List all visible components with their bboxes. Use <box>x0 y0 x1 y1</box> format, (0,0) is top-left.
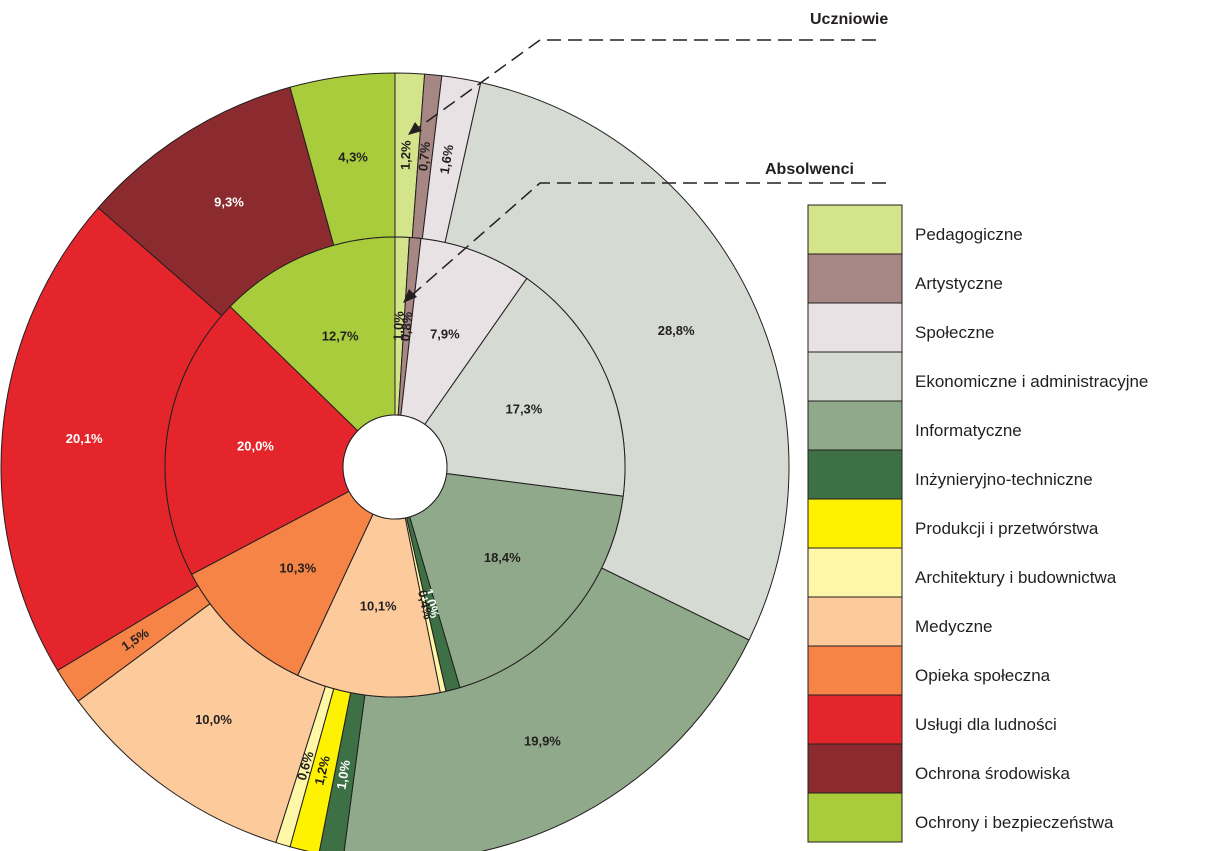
data-label: 1,0% <box>334 758 354 790</box>
data-label: 0,8% <box>398 311 416 342</box>
data-label: 20,1% <box>66 431 103 446</box>
legend-label: Informatyczne <box>915 421 1022 440</box>
data-label: 28,8% <box>658 323 695 338</box>
donut <box>0 72 790 851</box>
legend-swatch <box>807 694 903 745</box>
annotation-arrow <box>403 289 417 303</box>
legend-swatch <box>807 400 903 451</box>
data-label: 0,4% <box>415 589 436 622</box>
data-label: 9,3% <box>214 194 244 209</box>
annotation-line <box>411 182 886 296</box>
legend-label: Ochrona środowiska <box>915 764 1071 783</box>
data-label: 7,9% <box>430 327 460 342</box>
data-label: 18,4% <box>484 550 521 565</box>
legend-label: Pedagogiczne <box>915 225 1023 244</box>
data-label: 0,7% <box>415 140 433 171</box>
data-label: 19,9% <box>524 733 561 748</box>
data-label: 1,2% <box>312 754 334 787</box>
legend-swatch <box>807 596 903 647</box>
legend-label: Architektury i budownictwa <box>915 568 1117 587</box>
legend-label: Społeczne <box>915 323 994 342</box>
data-label: 1,6% <box>437 143 457 175</box>
legend-swatch <box>807 743 903 794</box>
data-label: 4,3% <box>338 149 368 164</box>
legend-swatch <box>807 792 903 843</box>
annotations: Uczniowie Absolwenci <box>403 11 888 303</box>
data-label: 1,0% <box>390 311 406 342</box>
annotation-line <box>417 39 876 129</box>
legend-label: Opieka społeczna <box>915 666 1051 685</box>
data-label: 1,2% <box>398 140 414 171</box>
series-annotation: Absolwenci <box>765 161 854 178</box>
data-labels: 1,2% 0,7% 1,6%28,8%19,9%1,0%1,2%0,6%10,0%1… <box>66 140 695 791</box>
donut-hole <box>342 414 448 520</box>
legend-swatch <box>807 645 903 696</box>
data-label: 10,1% <box>360 598 397 613</box>
legend-swatch <box>807 547 903 598</box>
legend-swatch <box>807 449 903 500</box>
legend-label: Ochrony i bezpieczeństwa <box>915 813 1114 832</box>
data-label: 12,7% <box>322 329 359 344</box>
legend-label: Usługi dla ludności <box>915 715 1057 734</box>
legend-swatch <box>807 498 903 549</box>
legend-label: Produkcji i przetwórstwa <box>915 519 1099 538</box>
legend-swatch <box>807 253 903 304</box>
data-label: 10,3% <box>279 561 316 576</box>
legend-swatch <box>807 204 903 255</box>
legend-swatch <box>807 302 903 353</box>
legend: Pedagogiczne Artystyczne Społeczne Ekonomic… <box>807 204 1148 843</box>
data-label: 17,3% <box>505 401 542 416</box>
legend-label: Artystyczne <box>915 274 1003 293</box>
legend-swatch <box>807 351 903 402</box>
annotation-arrow <box>408 122 422 135</box>
legend-label: Medyczne <box>915 617 992 636</box>
legend-label: Ekonomiczne i administracyjne <box>915 372 1148 391</box>
data-label: 1,0% <box>421 587 443 620</box>
series-annotation: Uczniowie <box>810 11 888 28</box>
data-label: 10,0% <box>195 712 232 727</box>
legend-label: Inżynieryjno-techniczne <box>915 470 1093 489</box>
data-label: 20,0% <box>237 438 274 453</box>
